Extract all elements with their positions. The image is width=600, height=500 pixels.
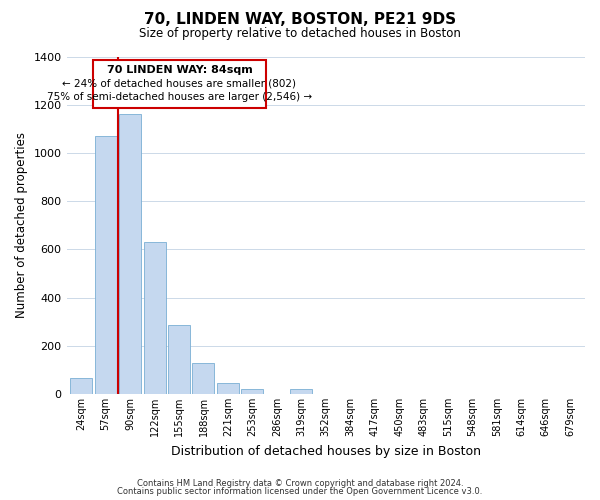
Bar — [95, 136, 116, 394]
Bar — [241, 389, 263, 394]
Text: Contains HM Land Registry data © Crown copyright and database right 2024.: Contains HM Land Registry data © Crown c… — [137, 478, 463, 488]
FancyBboxPatch shape — [93, 60, 266, 108]
Bar — [193, 362, 214, 394]
Text: 70, LINDEN WAY, BOSTON, PE21 9DS: 70, LINDEN WAY, BOSTON, PE21 9DS — [144, 12, 456, 28]
Bar — [143, 242, 166, 394]
Bar — [168, 326, 190, 394]
Bar — [217, 382, 239, 394]
Bar — [70, 378, 92, 394]
Text: 70 LINDEN WAY: 84sqm: 70 LINDEN WAY: 84sqm — [107, 64, 252, 74]
Bar — [290, 389, 313, 394]
Text: Contains public sector information licensed under the Open Government Licence v3: Contains public sector information licen… — [118, 487, 482, 496]
Y-axis label: Number of detached properties: Number of detached properties — [15, 132, 28, 318]
Text: 75% of semi-detached houses are larger (2,546) →: 75% of semi-detached houses are larger (… — [47, 92, 312, 102]
X-axis label: Distribution of detached houses by size in Boston: Distribution of detached houses by size … — [171, 444, 481, 458]
Bar — [119, 114, 141, 394]
Text: ← 24% of detached houses are smaller (802): ← 24% of detached houses are smaller (80… — [62, 78, 296, 88]
Text: Size of property relative to detached houses in Boston: Size of property relative to detached ho… — [139, 28, 461, 40]
